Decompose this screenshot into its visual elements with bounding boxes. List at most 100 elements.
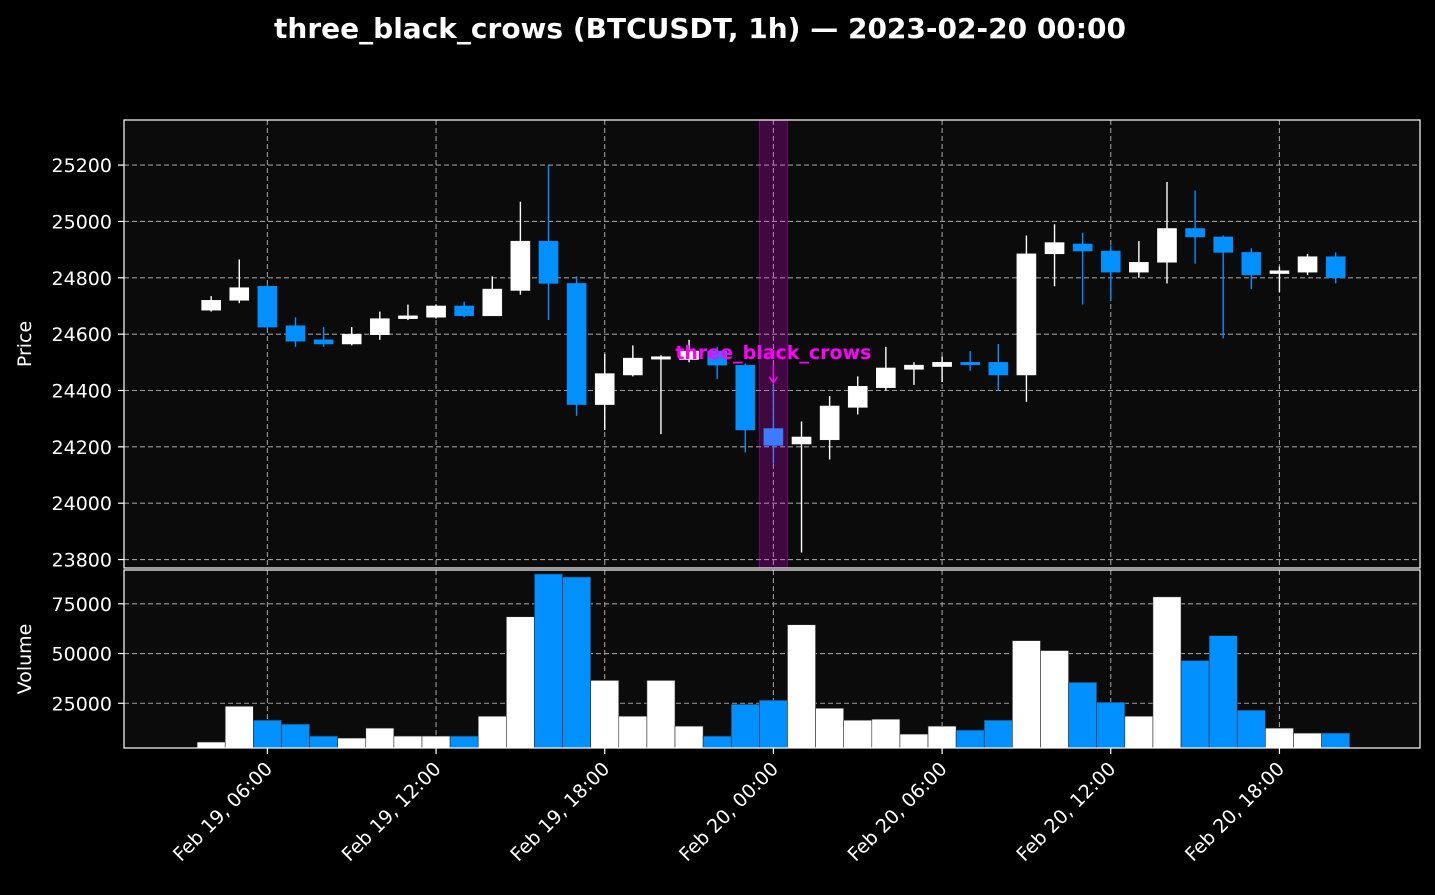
volume-bar	[393, 735, 423, 749]
price-panel-frame	[123, 119, 1421, 569]
candle-body	[1044, 242, 1065, 255]
candle-body	[1129, 262, 1149, 273]
pattern-annotation: three_black_crows	[675, 342, 871, 385]
candle	[932, 356, 952, 383]
x-axis-ticks: Feb 19, 06:00 Feb 19, 12:00 Feb 19, 18:00 F…	[169, 748, 1289, 866]
volume-bar	[1152, 596, 1182, 749]
candle	[847, 376, 868, 415]
candle-body	[454, 305, 474, 317]
volume-bar	[927, 725, 957, 749]
candle-body	[566, 283, 587, 405]
candle-body	[538, 240, 559, 284]
candle	[257, 284, 278, 329]
price-tick-label: 24800	[52, 268, 112, 290]
candle	[566, 276, 587, 416]
candle	[482, 276, 503, 317]
candle	[426, 304, 446, 319]
volume-bar	[674, 725, 704, 749]
volume-bar	[1096, 701, 1126, 749]
volume-bar	[1293, 732, 1322, 749]
pattern-highlight	[758, 119, 788, 569]
candle-body	[426, 305, 446, 318]
price-grid	[124, 120, 1420, 568]
candle-body	[510, 240, 531, 291]
candle-body	[594, 373, 615, 405]
candle	[1297, 253, 1318, 275]
candle	[960, 351, 981, 371]
candle-body	[285, 325, 306, 342]
volume-bar	[730, 703, 760, 749]
candle-body	[791, 436, 812, 445]
candle-body	[1100, 250, 1121, 273]
candle	[707, 346, 727, 380]
candle-body	[1072, 243, 1093, 252]
volume-bar	[506, 616, 535, 749]
x-tick-label: Feb 20, 18:00	[1181, 758, 1289, 866]
candle	[1129, 241, 1149, 278]
candle	[370, 311, 390, 340]
volume-bar	[1068, 682, 1098, 749]
volume-tick-label: 75000	[52, 594, 112, 616]
candle	[623, 345, 643, 377]
volume-bar	[618, 715, 648, 749]
volume-bar	[759, 699, 788, 749]
price-tick-label: 23800	[52, 550, 112, 572]
volume-bar	[449, 735, 479, 749]
candle-body	[1241, 252, 1262, 276]
volume-axis-label: Volume	[14, 624, 36, 695]
candle	[988, 344, 1009, 391]
volume-bar	[534, 573, 563, 749]
volume-bar	[646, 680, 676, 749]
candle-body	[1297, 256, 1318, 273]
candle-body	[1213, 236, 1234, 253]
volume-bar	[787, 624, 816, 749]
candle-body	[847, 386, 868, 408]
candle	[229, 259, 250, 304]
candle	[1044, 224, 1065, 287]
candle-body	[229, 287, 250, 301]
price-tick-label: 25200	[52, 155, 112, 177]
candle-body	[341, 333, 362, 345]
price-tick-label: 24000	[52, 493, 112, 515]
price-y-ticks: 23800 24000 24200 24400 24600 24800 25000 25200	[52, 155, 124, 572]
x-tick-label: Feb 19, 12:00	[338, 758, 446, 866]
candle-body	[1185, 228, 1205, 238]
candle-body	[932, 362, 952, 367]
volume-bar	[224, 705, 254, 749]
candle	[679, 339, 699, 363]
candle-body	[707, 350, 727, 366]
volume-bar	[1124, 715, 1154, 749]
candle-body	[1269, 270, 1290, 274]
candle-body	[679, 350, 699, 360]
price-candles	[201, 165, 1346, 553]
candle	[651, 355, 671, 435]
price-axis-label: Price	[14, 321, 36, 367]
volume-bar	[983, 719, 1013, 749]
candle	[594, 353, 615, 430]
candle-body	[876, 367, 896, 388]
candle-body	[819, 405, 840, 441]
candle-body	[370, 318, 390, 335]
volume-bar	[421, 735, 451, 749]
volume-tick-label: 50000	[52, 644, 112, 666]
price-tick-label: 24400	[52, 380, 112, 402]
candle-body	[1016, 253, 1037, 376]
volume-bar	[477, 715, 507, 749]
candle	[313, 327, 334, 347]
chart-title: three_black_crows (BTCUSDT, 1h) — 2023-0…	[274, 12, 1126, 45]
volume-bar	[337, 737, 367, 749]
x-tick-label: Feb 19, 18:00	[506, 758, 614, 866]
price-panel	[124, 120, 1420, 568]
candle	[285, 317, 306, 347]
candle	[510, 201, 531, 295]
volume-bar	[1208, 635, 1238, 749]
x-tick-label: Feb 19, 06:00	[169, 758, 277, 866]
candle-body	[257, 285, 278, 328]
x-tick-label: Feb 20, 00:00	[675, 758, 783, 866]
price-tick-label: 24200	[52, 437, 112, 459]
candle	[791, 421, 812, 553]
price-tick-label: 25000	[52, 211, 112, 233]
volume-bar	[815, 707, 844, 749]
candle	[1157, 181, 1177, 284]
